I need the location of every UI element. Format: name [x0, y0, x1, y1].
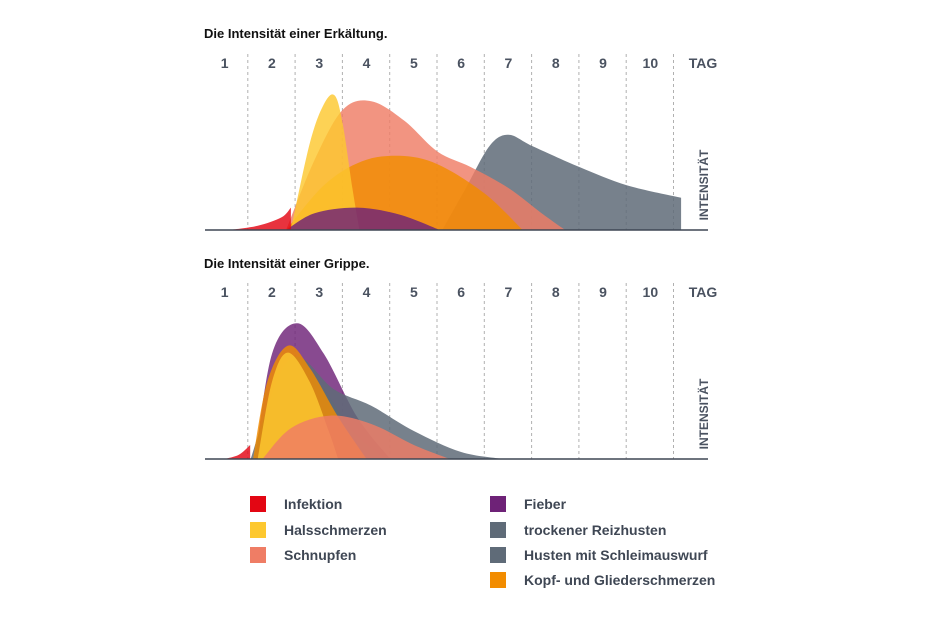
legend-item: Fieber — [490, 495, 566, 513]
x-axis-label: TAG — [689, 55, 718, 71]
legend-swatch — [490, 496, 506, 512]
legend-swatch — [490, 547, 506, 563]
day-tick-label: 6 — [457, 284, 465, 300]
legend-item: Husten mit Schleimauswurf — [490, 546, 708, 564]
day-tick-label: 4 — [363, 55, 371, 71]
day-tick-label: 8 — [552, 284, 560, 300]
day-tick-label: 7 — [505, 284, 513, 300]
day-tick-label: 2 — [268, 55, 276, 71]
day-tick-label: 8 — [552, 55, 560, 71]
legend-swatch — [250, 547, 266, 563]
day-tick-label: 1 — [221, 284, 229, 300]
day-tick-label: 2 — [268, 284, 276, 300]
area-infektion — [224, 445, 251, 459]
area-infektion — [229, 207, 291, 230]
legend-label: Infektion — [284, 496, 343, 512]
day-tick-label: 9 — [599, 284, 607, 300]
day-tick-label: 4 — [363, 284, 371, 300]
chart-title: Die Intensität einer Erkältung. — [204, 26, 388, 41]
day-tick-label: 6 — [457, 55, 465, 71]
legend-label: trockener Reizhusten — [524, 522, 667, 538]
y-axis-label: INTENSITÄT — [696, 378, 711, 449]
day-tick-label: 3 — [315, 284, 323, 300]
day-tick-label: 7 — [505, 55, 513, 71]
day-tick-label: 9 — [599, 55, 607, 71]
area-halsschmerzen — [290, 94, 360, 231]
legend-label: Halsschmerzen — [284, 522, 387, 538]
day-tick-label: 1 — [221, 55, 229, 71]
area-fieber — [286, 207, 440, 230]
day-tick-label: 5 — [410, 55, 418, 71]
legend-item: Halsschmerzen — [250, 521, 387, 539]
legend-item: Infektion — [250, 495, 342, 513]
legend-swatch — [250, 522, 266, 538]
legend-item: Schnupfen — [250, 546, 356, 564]
day-tick-label: 10 — [643, 284, 659, 300]
area-schnupfen — [262, 415, 450, 459]
legend-swatch — [250, 496, 266, 512]
day-tick-label: 5 — [410, 284, 418, 300]
legend-label: Kopf- und Gliederschmerzen — [524, 572, 716, 588]
legend-label: Fieber — [524, 496, 567, 512]
y-axis-label: INTENSITÄT — [696, 149, 711, 220]
legend-swatch — [490, 572, 506, 588]
chart-title: Die Intensität einer Grippe. — [204, 256, 369, 271]
chart-panel-2: Die Intensität einer Grippe. 1 2 3 4 5 6 7 8 9 10 T… — [204, 256, 718, 460]
day-tick-label: 10 — [643, 55, 659, 71]
legend-item: trockener Reizhusten — [490, 521, 666, 539]
legend-label: Husten mit Schleimauswurf — [524, 547, 708, 563]
day-tick-label: 3 — [315, 55, 323, 71]
chart-panel-1: Die Intensität einer Erkältung. 1 2 3 4 5 6 7 8 9… — [204, 26, 718, 231]
x-axis-label: TAG — [689, 284, 718, 300]
legend-item: Kopf- und Gliederschmerzen — [490, 571, 715, 589]
legend-swatch — [490, 522, 506, 538]
legend-label: Schnupfen — [284, 547, 357, 563]
